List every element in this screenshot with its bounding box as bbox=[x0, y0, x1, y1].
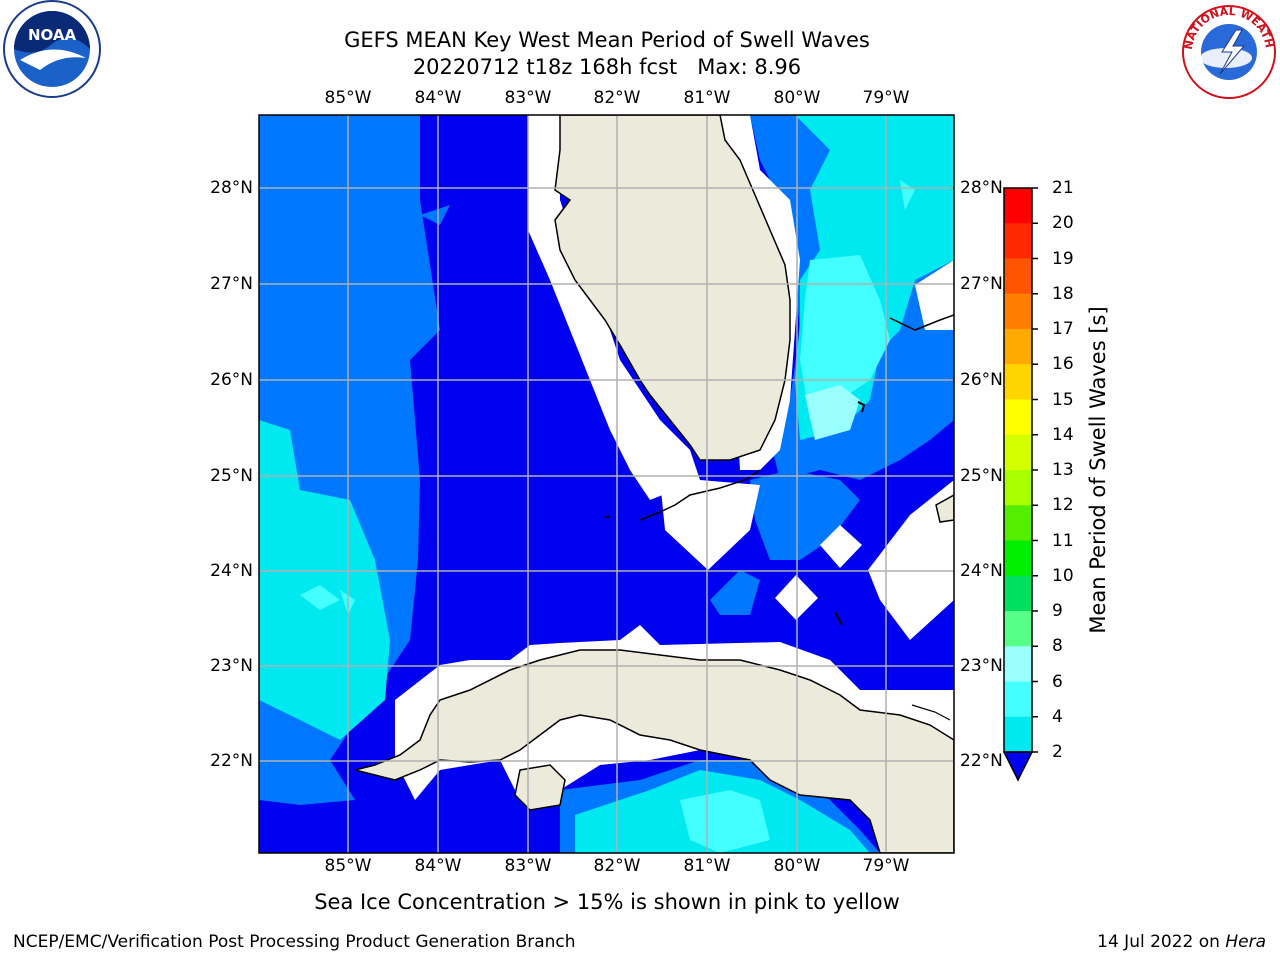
nodata-mask-keys bbox=[660, 480, 760, 570]
colorbar-level-label: 13 bbox=[1052, 460, 1074, 480]
lat-tick-left: 27°N bbox=[210, 274, 253, 294]
sea-ice-caption: Sea Ice Concentration > 15% is shown in … bbox=[314, 890, 900, 914]
swell-spot-2-4-straits bbox=[710, 570, 760, 615]
lat-tick-left: 25°N bbox=[210, 466, 253, 486]
lon-tick-bottom: 79°W bbox=[862, 856, 910, 876]
nws-logo: NATIONAL WEATHER SERVICE bbox=[1178, 0, 1276, 99]
colorbar-level-label: 11 bbox=[1052, 530, 1074, 551]
colorbar-extend-min bbox=[1002, 751, 1034, 782]
swell-band-4-6-west bbox=[259, 420, 390, 740]
land-cuba bbox=[354, 649, 954, 853]
land-isla-juventud bbox=[514, 764, 566, 811]
lon-tick-top: 85°W bbox=[324, 88, 372, 108]
lat-tick-left: 22°N bbox=[210, 751, 253, 771]
noaa-logo: NOAA bbox=[3, 0, 101, 98]
map-frame bbox=[258, 114, 955, 854]
map-plot-area bbox=[259, 115, 954, 853]
footer-branch: NCEP/EMC/Verification Post Processing Pr… bbox=[13, 932, 576, 952]
colorbar-segment-14 bbox=[1004, 681, 1032, 718]
colorbar-level-label: 9 bbox=[1052, 601, 1063, 621]
land-cay-sal bbox=[834, 611, 843, 626]
land-cuba-cays bbox=[911, 704, 951, 721]
swell-spot-2-4-north bbox=[420, 205, 450, 225]
nodata-mask-bahamas-1 bbox=[820, 525, 862, 568]
lon-tick-top: 80°W bbox=[773, 88, 821, 108]
lat-tick-left: 23°N bbox=[210, 656, 253, 676]
lon-tick-bottom: 85°W bbox=[324, 856, 372, 876]
nodata-mask-grand-bahama bbox=[915, 260, 954, 330]
nodata-mask-bahamas-3 bbox=[868, 480, 954, 640]
chart-title: GEFS MEAN Key West Mean Period of Swell … bbox=[344, 28, 870, 52]
swell-band-2-4-southwest bbox=[259, 760, 355, 805]
land-grand-bahama bbox=[889, 314, 954, 331]
lon-tick-bottom: 80°W bbox=[773, 856, 821, 876]
colorbar-segment-1 bbox=[1004, 223, 1032, 259]
colorbar-title: Mean Period of Swell Waves [s] bbox=[1086, 306, 1110, 634]
colorbar-level-label: 15 bbox=[1052, 389, 1074, 410]
swell-band-2-4-straits bbox=[750, 470, 860, 560]
lat-tick-left: 24°N bbox=[210, 561, 253, 581]
lon-tick-top: 81°W bbox=[683, 88, 731, 108]
colorbar-segment-9 bbox=[1004, 505, 1032, 541]
lon-tick-bottom: 84°W bbox=[414, 856, 462, 876]
footer-host: Hera bbox=[1225, 932, 1266, 952]
colorbar-segment-11 bbox=[1004, 575, 1032, 612]
colorbar-level-label: 14 bbox=[1052, 424, 1074, 445]
lat-tick-right: 22°N bbox=[960, 751, 1003, 771]
lon-tick-top: 84°W bbox=[414, 88, 462, 108]
colorbar-segment-12 bbox=[1004, 611, 1032, 647]
colorbar-segment-10 bbox=[1004, 540, 1032, 577]
lat-tick-right: 25°N bbox=[960, 466, 1003, 486]
colorbar-segment-0 bbox=[1004, 188, 1032, 224]
colorbar-segment-8 bbox=[1004, 470, 1032, 506]
colorbar-level-label: 21 bbox=[1052, 178, 1074, 198]
swell-spot-6-8-west bbox=[300, 585, 340, 610]
lon-tick-top: 83°W bbox=[504, 88, 552, 108]
colorbar-level-label: 10 bbox=[1052, 565, 1074, 586]
swell-band-8-9-east bbox=[805, 385, 860, 440]
colorbar-level-label: 8 bbox=[1052, 636, 1063, 657]
colorbar-segment-15 bbox=[1004, 716, 1032, 753]
colorbar-segment-5 bbox=[1004, 364, 1032, 400]
colorbar-segment-2 bbox=[1004, 258, 1032, 295]
lat-tick-left: 26°N bbox=[210, 370, 253, 390]
land-bimini bbox=[857, 401, 866, 413]
lat-tick-right: 23°N bbox=[960, 656, 1003, 676]
colorbar-level-label: 12 bbox=[1052, 495, 1074, 516]
lat-tick-right: 26°N bbox=[960, 370, 1003, 390]
colorbar-level-label: 17 bbox=[1052, 319, 1074, 339]
footer-date: 14 Jul 2022 on Hera bbox=[1097, 932, 1266, 952]
lon-tick-top: 79°W bbox=[862, 88, 910, 108]
colorbar-level-label: 16 bbox=[1052, 354, 1074, 375]
colorbar-level-label: 4 bbox=[1052, 706, 1063, 727]
colorbar-level-label: 20 bbox=[1052, 213, 1074, 234]
chart-subtitle: 20220712 t18z 168h fcst Max: 8.96 bbox=[412, 55, 802, 79]
swell-band-6-8-south bbox=[680, 790, 770, 853]
lon-tick-bottom: 83°W bbox=[504, 856, 552, 876]
land-florida-keys bbox=[639, 469, 761, 521]
colorbar-segment-13 bbox=[1004, 646, 1032, 682]
lon-tick-bottom: 82°W bbox=[593, 856, 641, 876]
land-florida bbox=[554, 115, 791, 461]
lon-tick-top: 82°W bbox=[593, 88, 641, 108]
footer-date-text: 14 Jul 2022 on bbox=[1097, 932, 1226, 952]
nodata-mask-gulf-coast bbox=[528, 115, 700, 500]
lat-tick-right: 24°N bbox=[960, 561, 1003, 581]
colorbar-segment-6 bbox=[1004, 399, 1032, 436]
colorbar-segment-7 bbox=[1004, 434, 1032, 471]
colorbar-level-label: 2 bbox=[1052, 742, 1063, 762]
swell-band-6-8-east bbox=[800, 255, 890, 420]
colorbar-level-label: 18 bbox=[1052, 283, 1074, 304]
lat-tick-right: 28°N bbox=[960, 178, 1003, 198]
colorbar-level-label: 19 bbox=[1052, 248, 1074, 269]
colorbar-segment-4 bbox=[1004, 329, 1032, 365]
noaa-logo-text: NOAA bbox=[28, 26, 77, 44]
colorbar-level-label: 6 bbox=[1052, 671, 1063, 692]
lat-tick-right: 27°N bbox=[960, 274, 1003, 294]
lat-tick-left: 28°N bbox=[210, 178, 253, 198]
lon-tick-bottom: 81°W bbox=[683, 856, 731, 876]
land-andros bbox=[935, 494, 954, 523]
colorbar-segment-3 bbox=[1004, 293, 1032, 330]
